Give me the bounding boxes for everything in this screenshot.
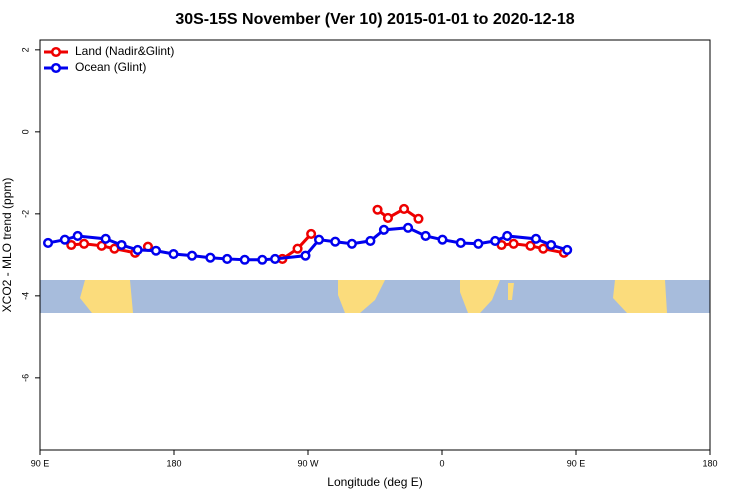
data-point (346, 238, 357, 249)
x-tick-label: 180 (166, 458, 181, 468)
map-band (40, 280, 710, 313)
x-axis-label: Longitude (deg E) (327, 475, 422, 489)
data-point (222, 253, 233, 264)
legend-marker (50, 46, 62, 58)
data-point (96, 240, 107, 251)
data-point (59, 234, 70, 245)
data-point (292, 243, 303, 254)
y-tick-label: 0 (20, 129, 30, 134)
data-point (132, 244, 143, 255)
data-point (79, 238, 90, 249)
plot-frame (39, 39, 711, 451)
chart-title: 30S-15S November (Ver 10) 2015-01-01 to … (175, 11, 574, 28)
data-point (306, 228, 317, 239)
data-point (490, 235, 501, 246)
data-point (372, 204, 383, 215)
data-point (538, 243, 549, 254)
data-point (313, 234, 325, 245)
data-point (455, 237, 466, 248)
y-axis-label: XCO2 - MLO trend (ppm) (0, 178, 14, 313)
data-point (239, 254, 250, 265)
y-tick-label: -6 (20, 374, 30, 382)
data-point (150, 245, 162, 256)
data-point (168, 248, 179, 260)
x-tick-label: 90 W (297, 458, 319, 468)
data-point (420, 230, 431, 242)
legend-label: Land (Nadir&Glint) (75, 44, 174, 58)
legend-item: Land (Nadir&Glint) (44, 44, 174, 58)
data-point (205, 252, 216, 263)
data-point (403, 222, 414, 233)
data-point (186, 250, 198, 261)
data-point (437, 234, 448, 245)
data-point (502, 230, 513, 242)
data-point (300, 250, 311, 261)
data-point (546, 239, 557, 251)
data-point (257, 254, 268, 265)
data-point (398, 203, 410, 214)
legend-marker (50, 62, 62, 74)
data-point (100, 233, 111, 244)
data-point (562, 244, 573, 255)
data-point (378, 224, 389, 235)
data-point (42, 237, 54, 248)
data-point (382, 212, 394, 223)
y-tick-label: -4 (20, 292, 30, 300)
legend-label: Ocean (Glint) (75, 60, 146, 74)
x-tick-label: 180 (702, 458, 717, 468)
data-point (270, 253, 281, 264)
data-point (413, 213, 424, 224)
series-line (376, 207, 420, 220)
data-point (330, 236, 341, 247)
series (42, 222, 573, 265)
data-point (66, 239, 77, 251)
y-tick-label: 2 (20, 47, 30, 52)
data-point (525, 240, 536, 251)
x-tick-label: 0 (439, 458, 444, 468)
data-point (72, 230, 83, 242)
series (66, 203, 569, 264)
x-tick-label: 90 E (567, 458, 586, 468)
x-tick-label: 90 E (31, 458, 50, 468)
y-tick-label: -2 (20, 210, 30, 218)
legend-item: Ocean (Glint) (44, 60, 146, 74)
data-point (508, 238, 519, 249)
data-point (473, 238, 484, 249)
data-point (365, 235, 376, 246)
data-point (116, 239, 127, 251)
data-point (530, 233, 541, 244)
